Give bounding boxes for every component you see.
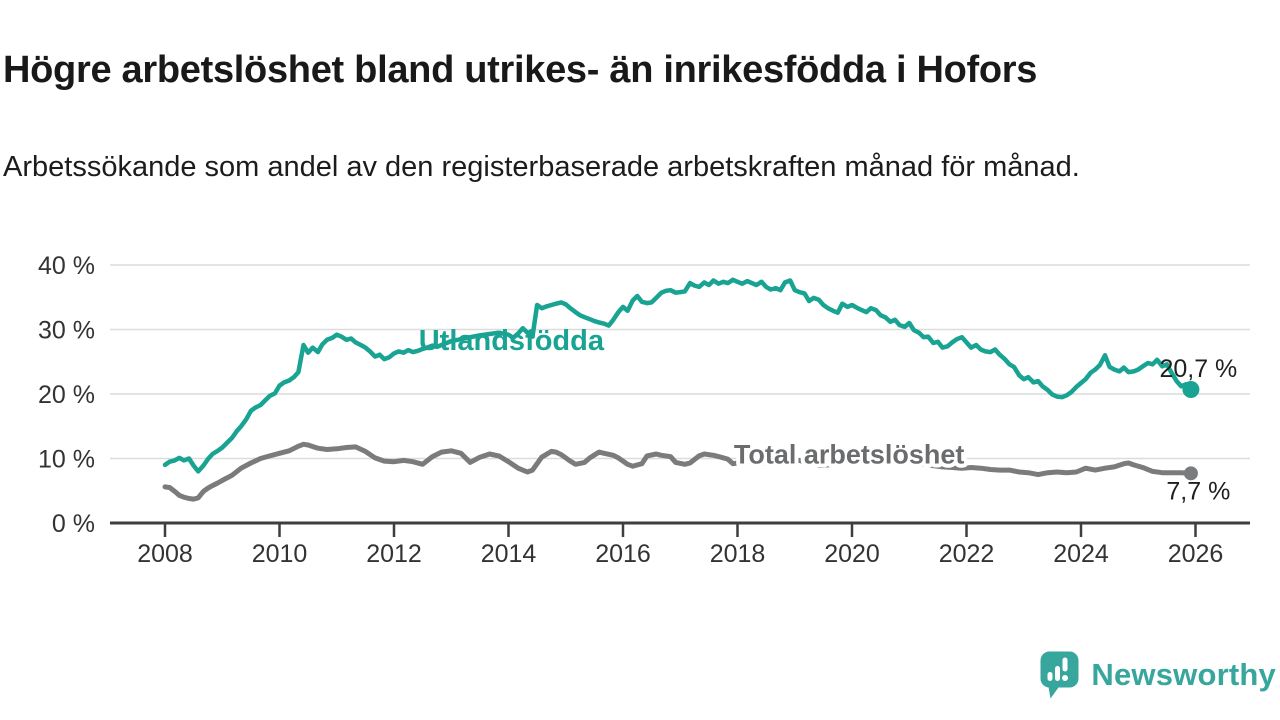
x-axis-tick-label: 2008 bbox=[137, 540, 193, 568]
series-label-total-arbetsloshet: Total arbetslöshet bbox=[734, 439, 965, 469]
series-end-dot-total-arbetsloshet bbox=[1183, 466, 1198, 481]
series-label-utlandsfodda: Utlandsfödda bbox=[419, 325, 605, 357]
y-axis-tick-label: 10 % bbox=[38, 446, 95, 474]
x-axis-tick-label: 2010 bbox=[252, 540, 308, 568]
x-axis-tick-label: 2012 bbox=[366, 540, 422, 568]
newsworthy-logo: Newsworthy bbox=[1040, 651, 1276, 699]
x-axis-tick-label: 2018 bbox=[710, 540, 766, 568]
y-axis-tick-label: 40 % bbox=[38, 252, 95, 280]
y-axis-tick-label: 20 % bbox=[38, 381, 95, 409]
end-value-utlandsfodda: 20,7 % bbox=[1159, 355, 1237, 383]
x-axis-tick-label: 2020 bbox=[824, 540, 880, 568]
page-title: Högre arbetslöshet bland utrikes- än inr… bbox=[3, 49, 1038, 92]
end-value-total-arbetsloshet: 7,7 % bbox=[1166, 478, 1230, 506]
x-axis-tick-label: 2024 bbox=[1053, 540, 1109, 568]
x-axis-tick-label: 2026 bbox=[1168, 540, 1224, 568]
y-axis-tick-label: 30 % bbox=[38, 317, 95, 345]
series-line-total-arbetsloshet bbox=[162, 441, 1194, 502]
series-end-dot-utlandsfodda bbox=[1182, 380, 1200, 398]
newsworthy-logo-icon bbox=[1040, 651, 1079, 699]
x-axis-tick-label: 2022 bbox=[939, 540, 995, 568]
chart-subtitle: Arbetssökande som andel av den registerb… bbox=[3, 151, 1080, 183]
x-axis-tick-label: 2014 bbox=[481, 540, 537, 568]
newsworthy-brand-name: Newsworthy bbox=[1091, 657, 1276, 692]
x-axis-tick-label: 2016 bbox=[595, 540, 651, 568]
y-axis-tick-label: 0 % bbox=[52, 510, 95, 538]
series-line-utlandsfodda bbox=[162, 277, 1194, 474]
